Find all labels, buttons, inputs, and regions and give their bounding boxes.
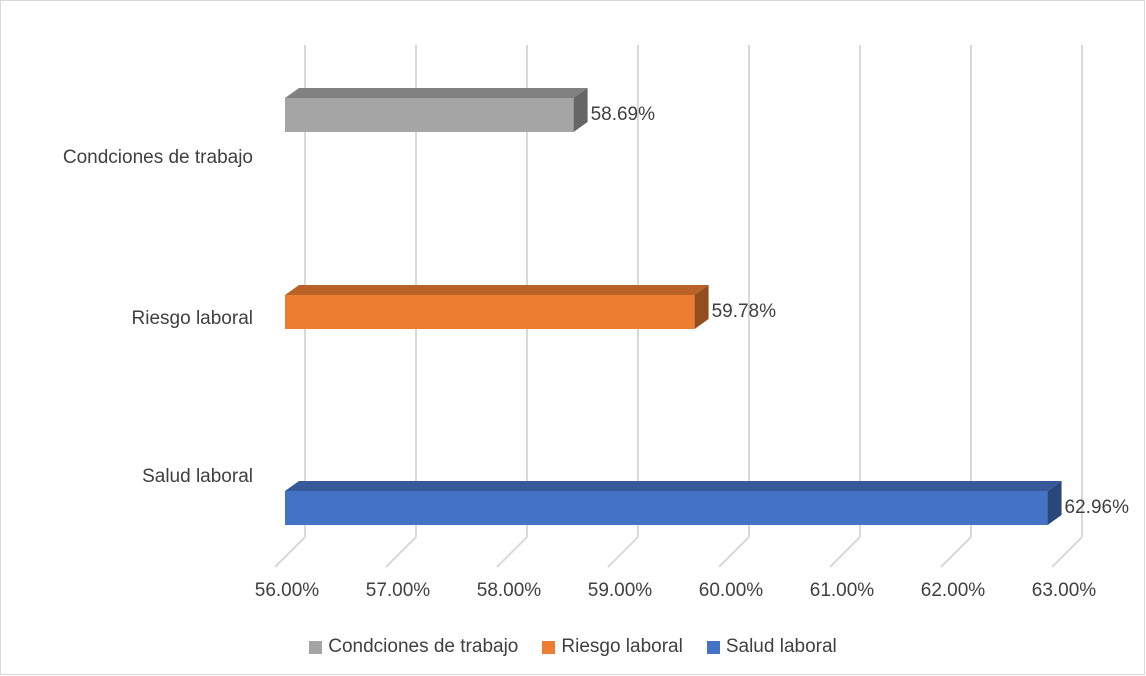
bars: 58.69% 59.78% 62.96% [285,88,1129,525]
x-tick-label: 57.00% [366,580,431,601]
bar-side-face [1047,481,1062,525]
bar-side-face [573,88,588,132]
bar-front-face [285,491,1048,525]
legend-label-riesgo: Riesgo laboral [561,636,683,657]
x-tick-label: 56.00% [255,580,320,601]
data-label: 59.78% [712,301,777,322]
bar-top-face [285,88,588,98]
floor-gridline [496,536,528,568]
bar-top-face [285,481,1062,491]
floor-gridline [274,536,306,568]
legend-item-condiciones: Condciones de trabajo [309,636,518,658]
legend-label-condiciones: Condciones de trabajo [328,636,519,657]
category-label: Salud laboral [142,466,253,487]
floor-gridline [829,536,861,568]
x-tick-label: 58.00% [477,580,542,601]
x-tick-label: 63.00% [1032,580,1097,601]
legend-swatch-riesgo [542,640,556,654]
x-axis-ticks: 56.00% 57.00% 58.00% 59.00% 60.00% 61.00% 62.0… [255,580,1097,601]
category-labels: Condciones de trabajo Riesgo laboral Salud… [63,147,253,487]
floor-gridline [940,536,972,568]
bar-chart: Condciones de trabajo Riesgo laboral Salud… [63,45,1129,601]
bar-front-face [285,98,574,132]
floor-gridline [607,536,639,568]
x-tick-label: 59.00% [588,580,653,601]
legend: Condciones de trabajo Riesgo laboral Sal… [0,632,1146,662]
floor-gridline [718,536,750,568]
floor-gridline [1051,536,1083,568]
data-label: 62.96% [1065,497,1130,518]
bar-side-face [694,285,709,329]
category-label: Riesgo laboral [132,308,253,329]
legend-item-riesgo: Riesgo laboral [542,636,683,658]
bar-1: 59.78% [285,285,776,329]
legend-label-salud: Salud laboral [725,636,837,657]
floor-gridline [385,536,417,568]
bar-front-face [285,295,695,329]
x-tick-label: 60.00% [699,580,764,601]
category-label: Condciones de trabajo [63,147,253,168]
legend-swatch-salud [706,640,720,654]
x-tick-label: 62.00% [921,580,986,601]
bar-2: 62.96% [285,481,1129,525]
x-tick-label: 61.00% [810,580,875,601]
bar-top-face [285,285,709,295]
legend-item-salud: Salud laboral [706,636,837,658]
legend-swatch-condiciones [309,640,323,654]
data-label: 58.69% [591,104,656,125]
bar-0: 58.69% [285,88,655,132]
